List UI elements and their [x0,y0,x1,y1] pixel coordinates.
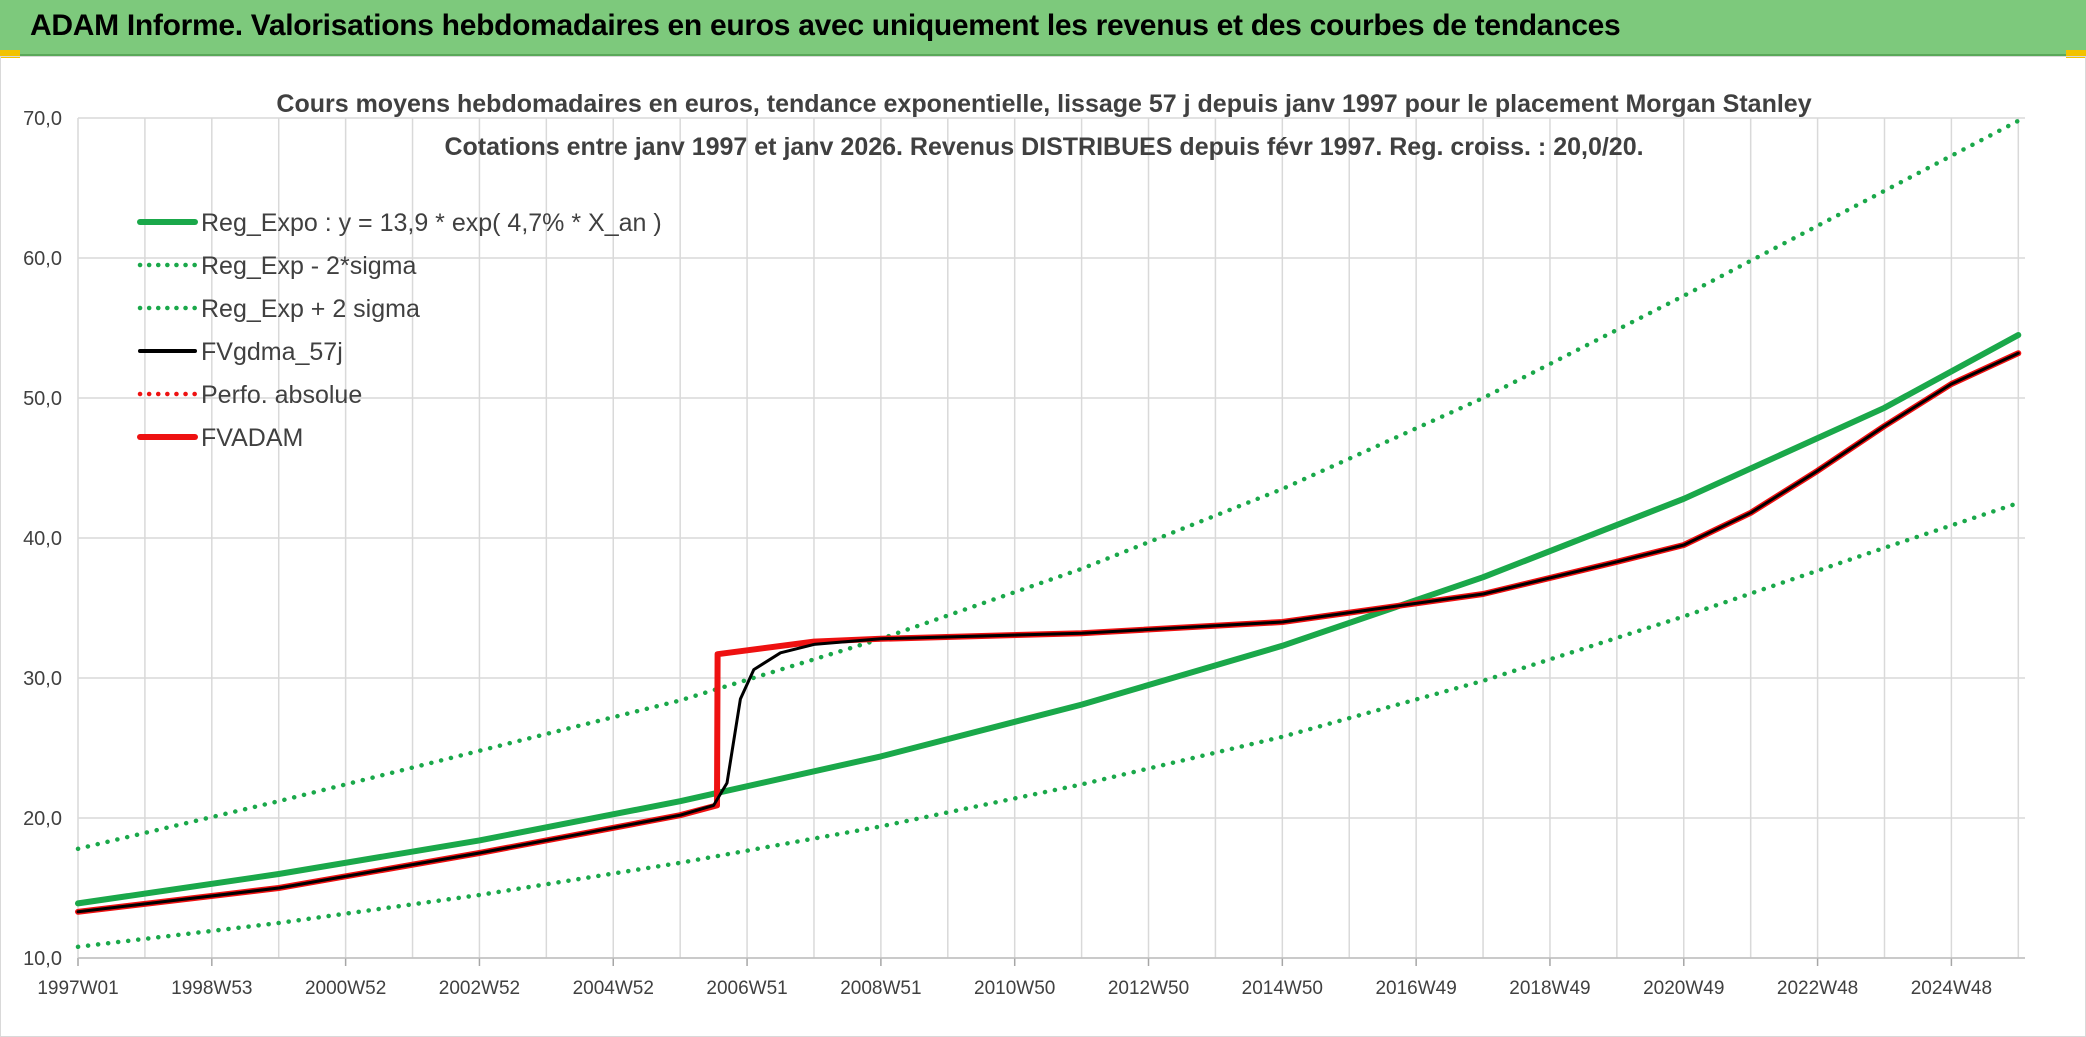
x-tick-label: 2006W51 [706,978,787,999]
x-tick-label: 2014W50 [1242,978,1323,999]
corner-marker-right [2066,50,2086,58]
grid-layer [77,117,2025,959]
x-tick-label: 2016W49 [1375,978,1456,999]
series-line-3 [76,351,2020,914]
x-tick-label: 1998W53 [171,978,252,999]
x-tick-label: 2000W52 [305,978,386,999]
x-tick-label: 2022W48 [1777,978,1858,999]
x-tick-label: 2024W48 [1911,978,1992,999]
x-tick-label: 2008W51 [840,978,921,999]
legend-label: FVADAM [201,424,303,452]
legend-label: Reg_Expo : y = 13,9 * exp( 4,7% * X_an ) [201,209,662,237]
y-tick-label: 60,0 [23,248,62,270]
legend-label: Perfo. absolue [201,381,362,409]
series-layer [75,118,2022,950]
legend-label: Reg_Exp + 2 sigma [201,295,420,323]
series-line-4 [75,350,2021,915]
y-tick-label: 50,0 [23,388,62,410]
corner-marker-left [0,50,20,58]
y-tick-label: 30,0 [23,668,62,690]
chart-title: Cours moyens hebdomadaires en euros, ten… [276,90,1811,118]
y-tick-label: 20,0 [23,808,62,830]
legend: Reg_Expo : y = 13,9 * exp( 4,7% * X_an )… [137,209,662,452]
header-banner: ADAM Informe. Valorisations hebdomadaire… [0,0,2086,56]
x-tick-label: 2018W49 [1509,978,1590,999]
y-tick-label: 40,0 [23,528,62,550]
x-tick-label: 2020W49 [1643,978,1724,999]
series-line-1 [75,500,2021,950]
x-tick-label: 2004W52 [573,978,654,999]
x-tick-label: 1997W01 [37,978,118,999]
series-line-2 [75,118,2021,852]
x-tick-label: 2010W50 [974,978,1055,999]
y-tick-label: 10,0 [23,948,62,970]
legend-label: FVgdma_57j [201,338,343,366]
series-line-0 [75,332,2022,907]
y-tick-label: 70,0 [23,108,62,130]
x-tick-label: 2002W52 [439,978,520,999]
legend-label: Reg_Exp - 2*sigma [201,252,416,280]
page-title: ADAM Informe. Valorisations hebdomadaire… [30,9,1621,42]
chart-subtitle: Cotations entre janv 1997 et janv 2026. … [444,133,1643,161]
axis-layer: 10,0 20,0 30,0 40,0 50,0 60,0 70,0 1997W01 1998W… [23,108,2025,999]
x-tick-label: 2012W50 [1108,978,1189,999]
